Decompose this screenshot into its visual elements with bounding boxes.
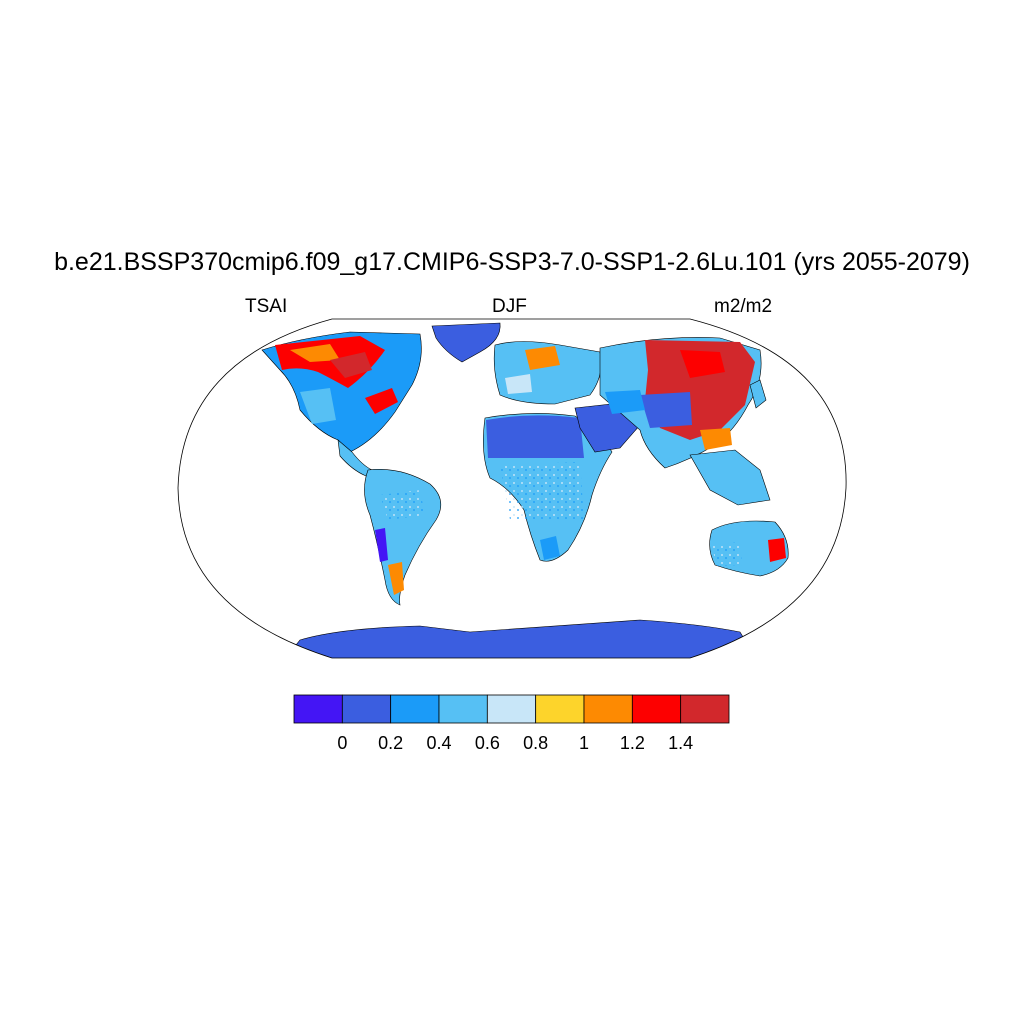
colorbar-swatch-2 bbox=[390, 694, 440, 724]
colorbar-tick-label: 0.8 bbox=[523, 733, 548, 753]
colorbar-swatch-4 bbox=[486, 694, 537, 724]
colorbar-swatch-8 bbox=[680, 694, 730, 724]
season-label: DJF bbox=[492, 296, 527, 317]
colorbar-swatch-0 bbox=[293, 694, 343, 724]
colorbar-swatch-1 bbox=[341, 694, 392, 724]
region-greenland bbox=[431, 322, 501, 363]
region-southeast-asia bbox=[689, 449, 771, 506]
colorbar-swatch-6 bbox=[583, 694, 633, 724]
map-border bbox=[177, 318, 847, 659]
colorbar-tick-label: 0.4 bbox=[426, 733, 451, 753]
plot-title: b.e21.BSSP370cmip6.f09_g17.CMIP6-SSP3-7.… bbox=[54, 248, 970, 276]
colorbar-tick-label: 0.2 bbox=[378, 733, 403, 753]
colorbar-tick-label: 0 bbox=[337, 733, 347, 753]
colorbar-swatch-3 bbox=[438, 694, 488, 724]
colorbar-tick-label: 0.6 bbox=[475, 733, 500, 753]
colorbar-swatch-5 bbox=[535, 694, 585, 724]
colorbar-tick-label: 1 bbox=[579, 733, 589, 753]
units-label: m2/m2 bbox=[714, 296, 773, 317]
colorbar-swatch-7 bbox=[631, 694, 682, 724]
region-japan bbox=[749, 379, 767, 409]
colorbar-tick-label: 1.4 bbox=[668, 733, 693, 753]
variable-label: TSAI bbox=[245, 296, 288, 317]
colorbar-tick-label: 1.2 bbox=[620, 733, 645, 753]
region-antarctica bbox=[279, 619, 761, 658]
